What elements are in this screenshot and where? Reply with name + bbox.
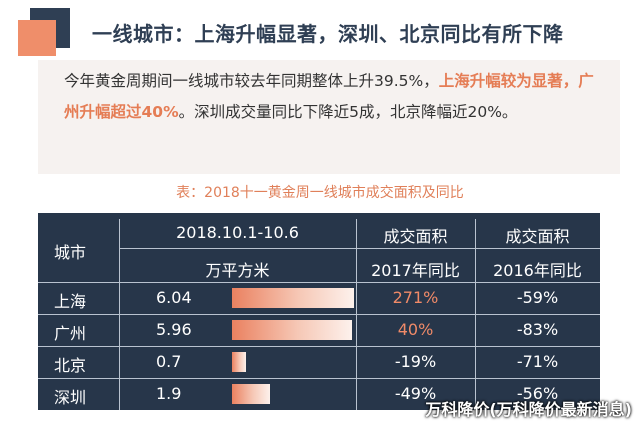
row-area-bar: [232, 320, 352, 340]
header-yoy-2017: 2017年同比: [371, 261, 460, 280]
page-title: 一线城市：上海升幅显著，深圳、北京同比有所下降: [92, 22, 564, 46]
row-area-value: 6.04: [156, 288, 192, 307]
row-area-value: 5.96: [156, 320, 192, 339]
row-area-bar: [232, 352, 246, 372]
row-divider: [38, 346, 600, 347]
row-city: 深圳: [54, 388, 87, 407]
logo-orange-square: [18, 20, 56, 56]
header-yoy-2016: 2016年同比: [493, 261, 582, 280]
row-area-bar: [232, 288, 354, 308]
header-unit: 万平方米: [205, 261, 270, 280]
header-city: 城市: [54, 243, 87, 262]
summary-highlight: 上海升幅较为显著，广州升幅超过40%: [64, 72, 594, 121]
row-area-value: 1.9: [156, 384, 182, 403]
row-yoy-2016: -83%: [516, 320, 559, 339]
row-yoy-2017: 271%: [392, 288, 439, 307]
row-yoy-2017: 40%: [397, 320, 434, 339]
row-yoy-2016: -59%: [516, 288, 559, 307]
header-divider: [119, 248, 600, 249]
summary-part-1: 今年黄金周期间一线城市较去年同期整体上升39.5%，: [64, 72, 439, 90]
row-city: 广州: [54, 324, 87, 343]
row-city: 上海: [54, 292, 87, 311]
summary-text: 今年黄金周期间一线城市较去年同期整体上升39.5%，上海升幅较为显著，广州升幅超…: [38, 60, 620, 128]
data-table: 城市 2018.10.1-10.6 万平方米 成交面积 2017年同比 成交面积…: [38, 213, 600, 410]
header-period: 2018.10.1-10.6: [176, 223, 299, 242]
watermark: 万科降价(万科降价最新消息): [425, 400, 632, 419]
row-divider: [38, 314, 600, 315]
header-bottom-line: [38, 282, 600, 283]
summary-box: 今年黄金周期间一线城市较去年同期整体上升39.5%，上海升幅较为显著，广州升幅超…: [38, 60, 620, 174]
row-yoy-2016: -56%: [516, 384, 559, 403]
row-divider: [38, 378, 600, 379]
summary-part-2: 。深圳成交量同比下降近5成，北京降幅近20%。: [178, 103, 518, 121]
table-caption: 表：2018十一黄金周一线城市成交面积及同比: [176, 185, 464, 201]
header-area-2016: 成交面积: [505, 227, 570, 246]
row-yoy-2017: -19%: [394, 352, 437, 371]
row-yoy-2017: -49%: [394, 384, 437, 403]
header-area-2017: 成交面积: [383, 227, 448, 246]
row-city: 北京: [54, 356, 87, 375]
row-area-value: 0.7: [156, 352, 182, 371]
logo-blocks: [18, 8, 70, 56]
row-area-bar: [232, 384, 270, 404]
row-yoy-2016: -71%: [516, 352, 559, 371]
